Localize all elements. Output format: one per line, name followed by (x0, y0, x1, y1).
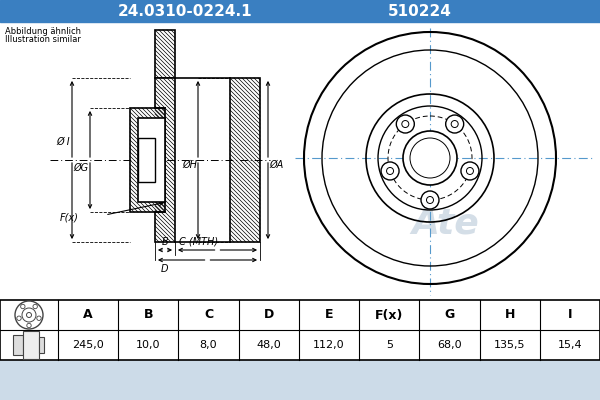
Text: 245,0: 245,0 (72, 340, 104, 350)
Bar (0, 0, 600, 22)
Text: 135,5: 135,5 (494, 340, 526, 350)
Bar (0, 22, 600, 300)
Text: 68,0: 68,0 (437, 340, 462, 350)
Text: C: C (204, 308, 213, 322)
Text: 48,0: 48,0 (256, 340, 281, 350)
Bar (0, 300, 600, 360)
Text: Ate: Ate (411, 206, 479, 240)
Bar (155, 78, 175, 242)
Text: ØE: ØE (147, 160, 161, 170)
Text: 24.0310-0224.1: 24.0310-0224.1 (118, 4, 253, 18)
Text: H: H (505, 308, 515, 322)
Text: A: A (83, 308, 93, 322)
Text: D: D (263, 308, 274, 322)
Bar (13, 335, 23, 355)
Bar (285, 22, 600, 300)
Circle shape (403, 131, 457, 185)
Text: Illustration similar: Illustration similar (5, 35, 81, 44)
Bar (230, 78, 260, 242)
Text: 112,0: 112,0 (313, 340, 345, 350)
Text: B: B (161, 237, 169, 247)
Text: ØA: ØA (269, 160, 283, 170)
Bar (138, 118, 165, 202)
Text: E: E (325, 308, 333, 322)
Circle shape (446, 115, 464, 133)
Bar (23, 331, 39, 359)
Text: D: D (161, 264, 169, 274)
Bar (0, 300, 600, 360)
Text: Ø I: Ø I (56, 137, 70, 147)
Circle shape (461, 162, 479, 180)
Text: 15,4: 15,4 (557, 340, 582, 350)
Bar (39, 337, 44, 353)
Bar (155, 30, 175, 78)
Text: I: I (568, 308, 572, 322)
Text: C (MTH): C (MTH) (179, 237, 218, 247)
Text: G: G (445, 308, 455, 322)
Text: 8,0: 8,0 (200, 340, 217, 350)
Text: F(x): F(x) (375, 308, 403, 322)
Text: 510224: 510224 (388, 4, 452, 18)
Circle shape (397, 115, 415, 133)
Text: Abbildung ähnlich: Abbildung ähnlich (5, 27, 81, 36)
Text: ØH: ØH (182, 160, 197, 170)
Circle shape (421, 191, 439, 209)
Circle shape (381, 162, 399, 180)
Bar (130, 108, 165, 212)
Text: 5: 5 (386, 340, 393, 350)
Text: F(x): F(x) (60, 213, 79, 223)
Text: 10,0: 10,0 (136, 340, 161, 350)
Text: ØG: ØG (73, 163, 88, 173)
Text: B: B (143, 308, 153, 322)
Bar (138, 138, 155, 182)
